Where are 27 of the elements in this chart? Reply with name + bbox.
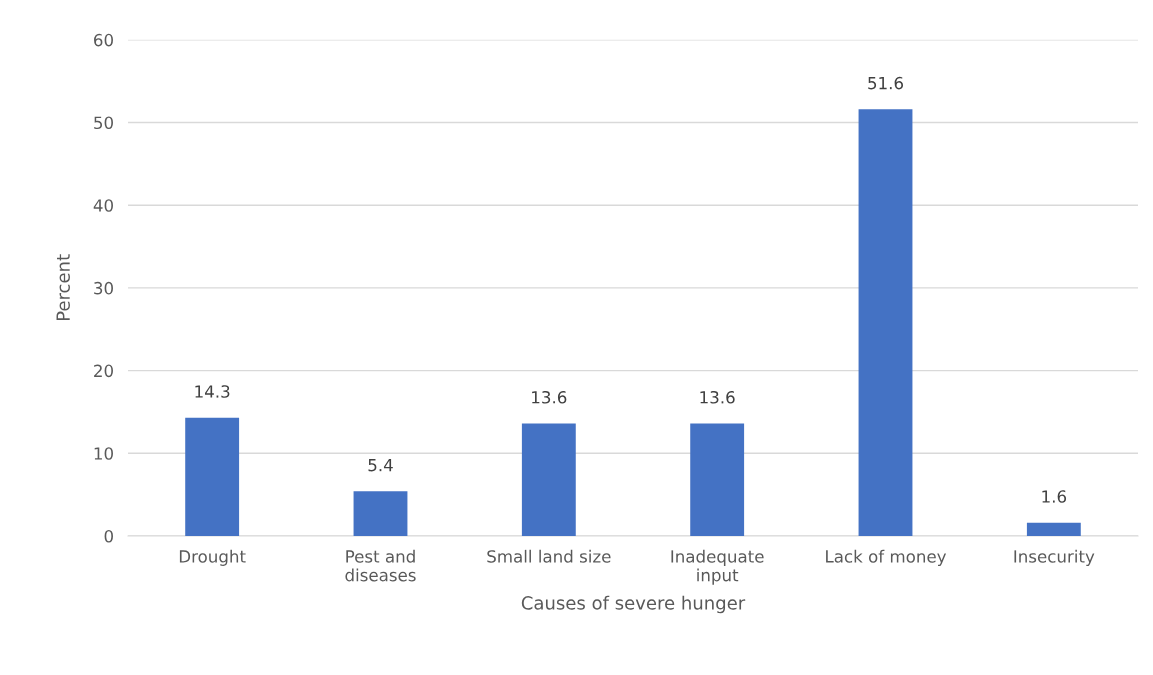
y-tick-label: 60 [94,33,113,47]
y-tick-label: 0 [104,529,113,543]
bar [1026,522,1081,536]
bar [858,109,913,536]
x-tick-label: Small land size [487,549,611,563]
y-tick-label: 40 [93,199,113,212]
data-label: 14.3 [195,385,230,398]
y-tick-label: 50 [94,116,113,130]
x-tick-label: Inadequate input [671,549,764,585]
bar [521,423,576,536]
bar [353,491,408,536]
y-tick-label: 20 [94,364,113,378]
y-tick-label: 30 [94,281,113,295]
x-tick-label: Insecurity [1014,549,1095,566]
x-tick-label: Drought [179,549,246,566]
data-label: 1.6 [1042,490,1067,503]
y-tick-label: 10 [94,447,113,460]
bar [185,417,240,536]
y-axis-title: Percent [56,254,70,321]
x-tick-label: Pest and diseases [345,549,416,582]
bar [690,423,745,536]
data-label: 51.6 [868,76,904,90]
data-label: 5.4 [368,459,393,472]
data-label: 13.6 [700,390,735,404]
data-label: 13.6 [532,390,567,404]
x-tick-label: Lack of money [826,549,947,566]
x-axis-title: Causes of severe hunger [521,595,746,614]
